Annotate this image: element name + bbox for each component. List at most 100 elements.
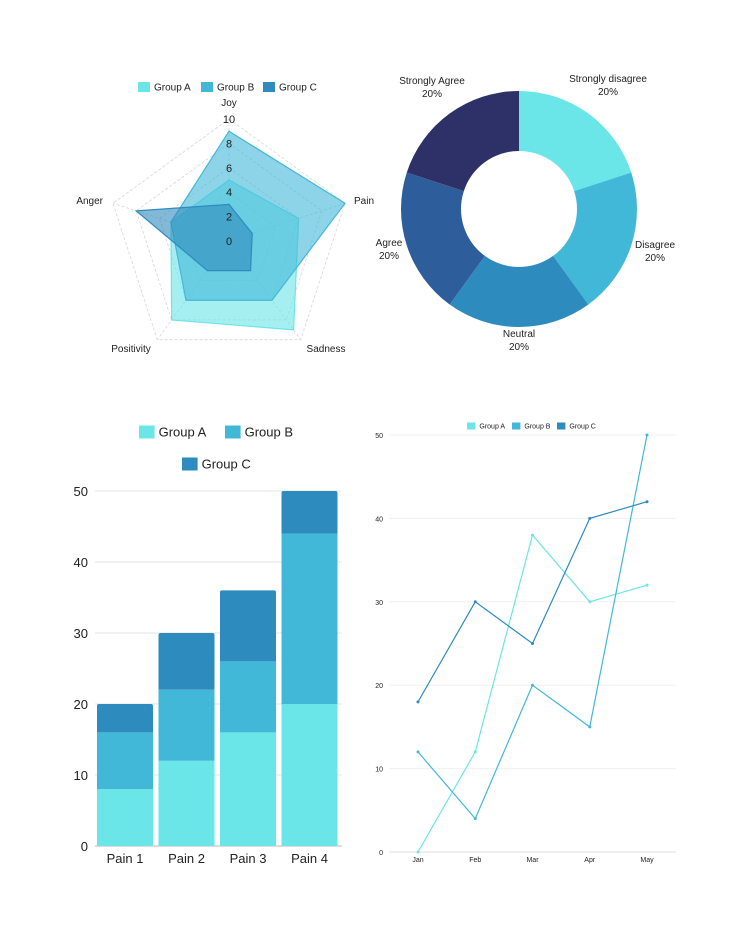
line-point[interactable] — [645, 500, 649, 504]
bar-segment[interactable] — [97, 704, 153, 733]
legend-item-group-b[interactable]: Group B — [225, 425, 293, 440]
line-point[interactable] — [473, 817, 477, 821]
legend-swatch — [467, 422, 476, 430]
bar-segment[interactable] — [281, 704, 338, 846]
legend-label: Group B — [245, 425, 293, 440]
legend-label: Group B — [217, 83, 255, 94]
legend-label: Group C — [279, 83, 317, 94]
legend-swatch — [557, 422, 566, 430]
bar-y-tick-label: 30 — [74, 626, 88, 641]
legend-label: Group C — [202, 457, 251, 472]
radar-series-group-c — [134, 203, 253, 272]
radar-axis-label: Anger — [76, 196, 103, 207]
line-point[interactable] — [531, 683, 534, 687]
bar-segment[interactable] — [158, 760, 215, 846]
line-point[interactable] — [588, 725, 592, 729]
line-point[interactable] — [588, 600, 592, 604]
donut-pct-label: 20% — [379, 251, 399, 262]
donut-slice-agree[interactable] — [400, 172, 485, 305]
donut-pct-label: 20% — [422, 89, 442, 100]
line-point[interactable] — [588, 516, 592, 520]
bar-segment[interactable] — [220, 661, 276, 733]
line-x-tick-label: Jan — [412, 857, 423, 864]
bar-y-tick-label: 0 — [81, 839, 88, 854]
line-y-tick-label: 0 — [379, 850, 383, 857]
legend-label: Group A — [479, 424, 505, 431]
donut-slice-strongly-disagree[interactable] — [519, 91, 632, 192]
radar-grid-ring — [112, 118, 346, 341]
bar-segment[interactable] — [158, 633, 215, 690]
donut-label: Strongly Agree — [399, 76, 465, 87]
radar-tick-label: 2 — [226, 212, 232, 224]
donut-label: Disagree — [635, 240, 675, 251]
legend-label: Group B — [524, 424, 550, 431]
donut-label: Neutral — [503, 329, 535, 340]
bar-y-tick-label: 50 — [74, 484, 88, 499]
legend-swatch — [138, 82, 150, 92]
radar-chart: Group A Group B Group C 0 2 4 6 8 10 Joy Pain Sadne… — [76, 82, 374, 355]
legend-swatch — [201, 82, 213, 92]
line-y-tick-label: 30 — [375, 600, 383, 607]
legend-item-group-b[interactable]: Group B — [512, 422, 551, 431]
line-point[interactable] — [473, 600, 477, 604]
line-point[interactable] — [645, 583, 649, 587]
radar-axis-label: Sadness — [307, 344, 346, 355]
legend-swatch — [263, 82, 275, 92]
line-point[interactable] — [416, 700, 420, 704]
donut-slice-strongly-agree[interactable] — [406, 91, 519, 192]
bar-x-tick-label: Pain 4 — [291, 851, 328, 866]
legend-item-group-c[interactable]: Group C — [557, 422, 596, 431]
donut-chart: Strongly disagree 20% Disagree 20% Neutral 20… — [376, 74, 676, 353]
bar-x-tick-label: Pain 2 — [168, 851, 205, 866]
line-y-tick-label: 10 — [375, 767, 383, 774]
legend-label: Group A — [154, 83, 191, 94]
line-point[interactable] — [416, 750, 420, 754]
line-y-tick-label: 50 — [375, 433, 383, 440]
legend-item-group-a[interactable]: Group A — [467, 422, 505, 431]
legend-item-group-c[interactable]: Group C — [263, 82, 317, 94]
line-y-tick-label: 20 — [375, 683, 383, 690]
bar-segment[interactable] — [281, 491, 338, 534]
donut-pct-label: 20% — [509, 342, 529, 353]
radar-axis-label: Joy — [221, 98, 237, 109]
donut-pct-label: 20% — [645, 253, 665, 264]
radar-axis-label: Pain — [354, 196, 374, 207]
legend-label: Group C — [569, 424, 595, 431]
bar-segment[interactable] — [97, 789, 153, 846]
bar-segment[interactable] — [220, 590, 276, 662]
bar-x-tick-label: Pain 1 — [107, 851, 144, 866]
radar-axis-label: Positivity — [111, 344, 150, 355]
radar-tick-label: 10 — [223, 114, 235, 126]
legend-item-group-a[interactable]: Group A — [138, 82, 191, 94]
bar-segment[interactable] — [220, 732, 276, 846]
line-point[interactable] — [531, 642, 534, 645]
legend-item-group-b[interactable]: Group B — [201, 82, 255, 94]
radar-tick-label: 6 — [226, 163, 232, 175]
line-point[interactable] — [645, 433, 649, 437]
line-point[interactable] — [473, 750, 477, 754]
line-series-group-b — [417, 434, 648, 820]
line-point[interactable] — [416, 850, 420, 854]
donut-slice-neutral[interactable] — [449, 255, 589, 328]
bar-segment[interactable] — [158, 689, 215, 761]
donut-label: Agree — [376, 238, 403, 249]
line-point[interactable] — [531, 533, 534, 537]
bar-segment[interactable] — [281, 533, 338, 704]
legend-swatch — [182, 457, 198, 471]
radar-tick-label: 4 — [226, 187, 232, 199]
bar-y-tick-label: 40 — [74, 555, 88, 570]
bar-y-tick-label: 20 — [74, 697, 88, 712]
legend-label: Group A — [159, 425, 207, 440]
legend-item-group-c[interactable]: Group C — [182, 457, 251, 472]
line-y-tick-label: 40 — [375, 516, 383, 523]
bar-y-tick-label: 10 — [74, 768, 88, 783]
bar-segment[interactable] — [97, 732, 153, 790]
legend-item-group-a[interactable]: Group A — [139, 425, 207, 440]
donut-slice-disagree[interactable] — [553, 172, 638, 305]
stacked-bar-chart: Group A Group B Group C 0 10 20 30 40 50 Pain 1 Pa… — [74, 425, 342, 866]
legend-swatch — [225, 425, 241, 439]
line-x-tick-label: Feb — [469, 857, 481, 864]
line-x-tick-label: May — [640, 857, 654, 864]
donut-label: Strongly disagree — [569, 74, 647, 85]
